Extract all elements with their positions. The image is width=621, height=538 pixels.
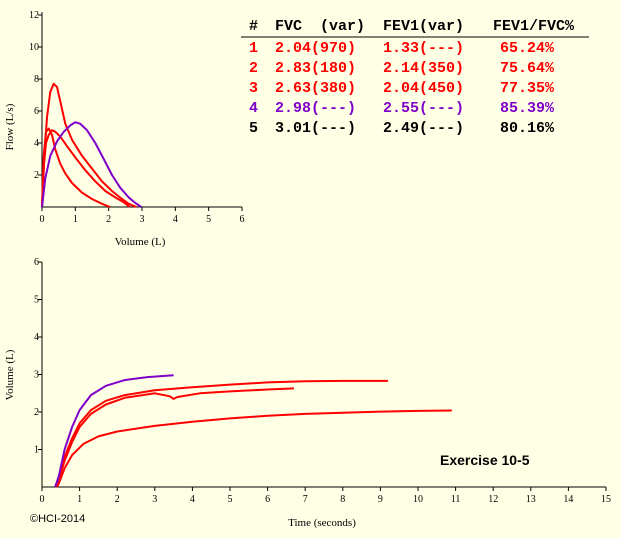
y-tick-label: 3 <box>34 370 39 381</box>
table-header-fev1: FEV1(var) <box>383 18 464 35</box>
row-fvc: 2.83(180) <box>275 60 356 77</box>
row-fev1: 2.55(---) <box>383 100 464 117</box>
table-header-var: (var) <box>320 18 365 35</box>
fv-x-label: Volume (L) <box>115 236 166 248</box>
trial-1-line <box>56 409 452 488</box>
row-number: 2 <box>249 60 258 77</box>
y-tick-label: 1 <box>34 445 39 456</box>
x-tick-label: 1 <box>73 214 78 225</box>
x-tick-label: 3 <box>152 494 157 505</box>
row-fev1: 2.49(---) <box>383 120 464 137</box>
y-tick-label: 4 <box>34 138 39 149</box>
x-tick-label: 0 <box>40 494 45 505</box>
x-tick-label: 4 <box>190 494 195 505</box>
table-row: 3 2.63(380) 2.04(450) 77.35% <box>249 80 555 97</box>
copyright-text: ©HCI-2014 <box>30 513 85 525</box>
x-tick-label: 12 <box>488 494 498 505</box>
row-fev1: 2.14(350) <box>383 60 464 77</box>
vt-y-label: Volume (L) <box>4 349 16 400</box>
row-fvc: 3.01(---) <box>275 120 356 137</box>
row-number: 3 <box>249 80 258 97</box>
row-number: 1 <box>249 40 258 57</box>
row-ratio: 75.64% <box>500 60 555 77</box>
row-fvc: 2.04(970) <box>275 40 356 57</box>
x-tick-label: 14 <box>563 494 573 505</box>
row-ratio: 65.24% <box>500 40 555 57</box>
y-tick-label: 10 <box>29 42 39 53</box>
x-tick-label: 5 <box>228 494 233 505</box>
trial-1-line <box>41 127 111 208</box>
row-fvc: 2.63(380) <box>275 80 356 97</box>
x-tick-label: 6 <box>240 214 245 225</box>
table-header-ratio: FEV1/FVC% <box>493 18 575 35</box>
trial-4-line <box>41 121 142 208</box>
trial-3-line <box>41 129 131 208</box>
row-fev1: 2.04(450) <box>383 80 464 97</box>
x-tick-label: 1 <box>77 494 82 505</box>
x-tick-label: 2 <box>106 214 111 225</box>
y-tick-label: 5 <box>34 295 39 306</box>
row-ratio: 77.35% <box>500 80 555 97</box>
y-tick-label: 12 <box>29 10 39 21</box>
fv-y-label: Flow (L/s) <box>4 103 16 150</box>
trial-2-line <box>54 387 294 488</box>
x-tick-label: 6 <box>265 494 270 505</box>
trial-3-line <box>54 379 388 488</box>
x-tick-label: 7 <box>303 494 308 505</box>
x-tick-label: 15 <box>601 494 611 505</box>
y-tick-label: 2 <box>34 407 39 418</box>
row-number: 5 <box>249 120 258 137</box>
table-row: 1 2.04(970) 1.33(---) 65.24% <box>249 40 555 57</box>
y-tick-label: 8 <box>34 74 39 85</box>
x-tick-label: 3 <box>140 214 145 225</box>
table-row: 2 2.83(180) 2.14(350) 75.64% <box>249 60 555 77</box>
y-tick-label: 4 <box>34 332 39 343</box>
x-tick-label: 4 <box>173 214 178 225</box>
x-tick-label: 10 <box>413 494 423 505</box>
x-tick-label: 9 <box>378 494 383 505</box>
x-tick-label: 2 <box>115 494 120 505</box>
exercise-label: Exercise 10-5 <box>440 452 530 468</box>
row-number: 4 <box>249 100 258 117</box>
table-row: 4 2.98(---) 2.55(---) 85.39% <box>249 100 555 117</box>
row-ratio: 80.16% <box>500 120 555 137</box>
x-tick-label: 11 <box>451 494 461 505</box>
y-tick-label: 6 <box>34 106 39 117</box>
results-table: # FVC (var) FEV1(var) FEV1/FVC% 1 2.04(97… <box>241 18 589 137</box>
vt-x-label: Time (seconds) <box>288 517 356 529</box>
row-fvc: 2.98(---) <box>275 100 356 117</box>
trial-2-line <box>41 82 137 208</box>
x-tick-label: 5 <box>206 214 211 225</box>
x-tick-label: 13 <box>526 494 536 505</box>
y-tick-label: 6 <box>34 257 39 268</box>
x-tick-label: 8 <box>340 494 345 505</box>
trial-4-line <box>54 374 174 488</box>
table-header-fvc: FVC <box>275 18 302 35</box>
table-header-number: # <box>249 18 258 35</box>
table-row: 5 3.01(---) 2.49(---) 80.16% <box>249 120 555 137</box>
x-tick-label: 0 <box>40 214 45 225</box>
row-ratio: 85.39% <box>500 100 555 117</box>
y-tick-label: 2 <box>34 170 39 181</box>
row-fev1: 1.33(---) <box>383 40 464 57</box>
